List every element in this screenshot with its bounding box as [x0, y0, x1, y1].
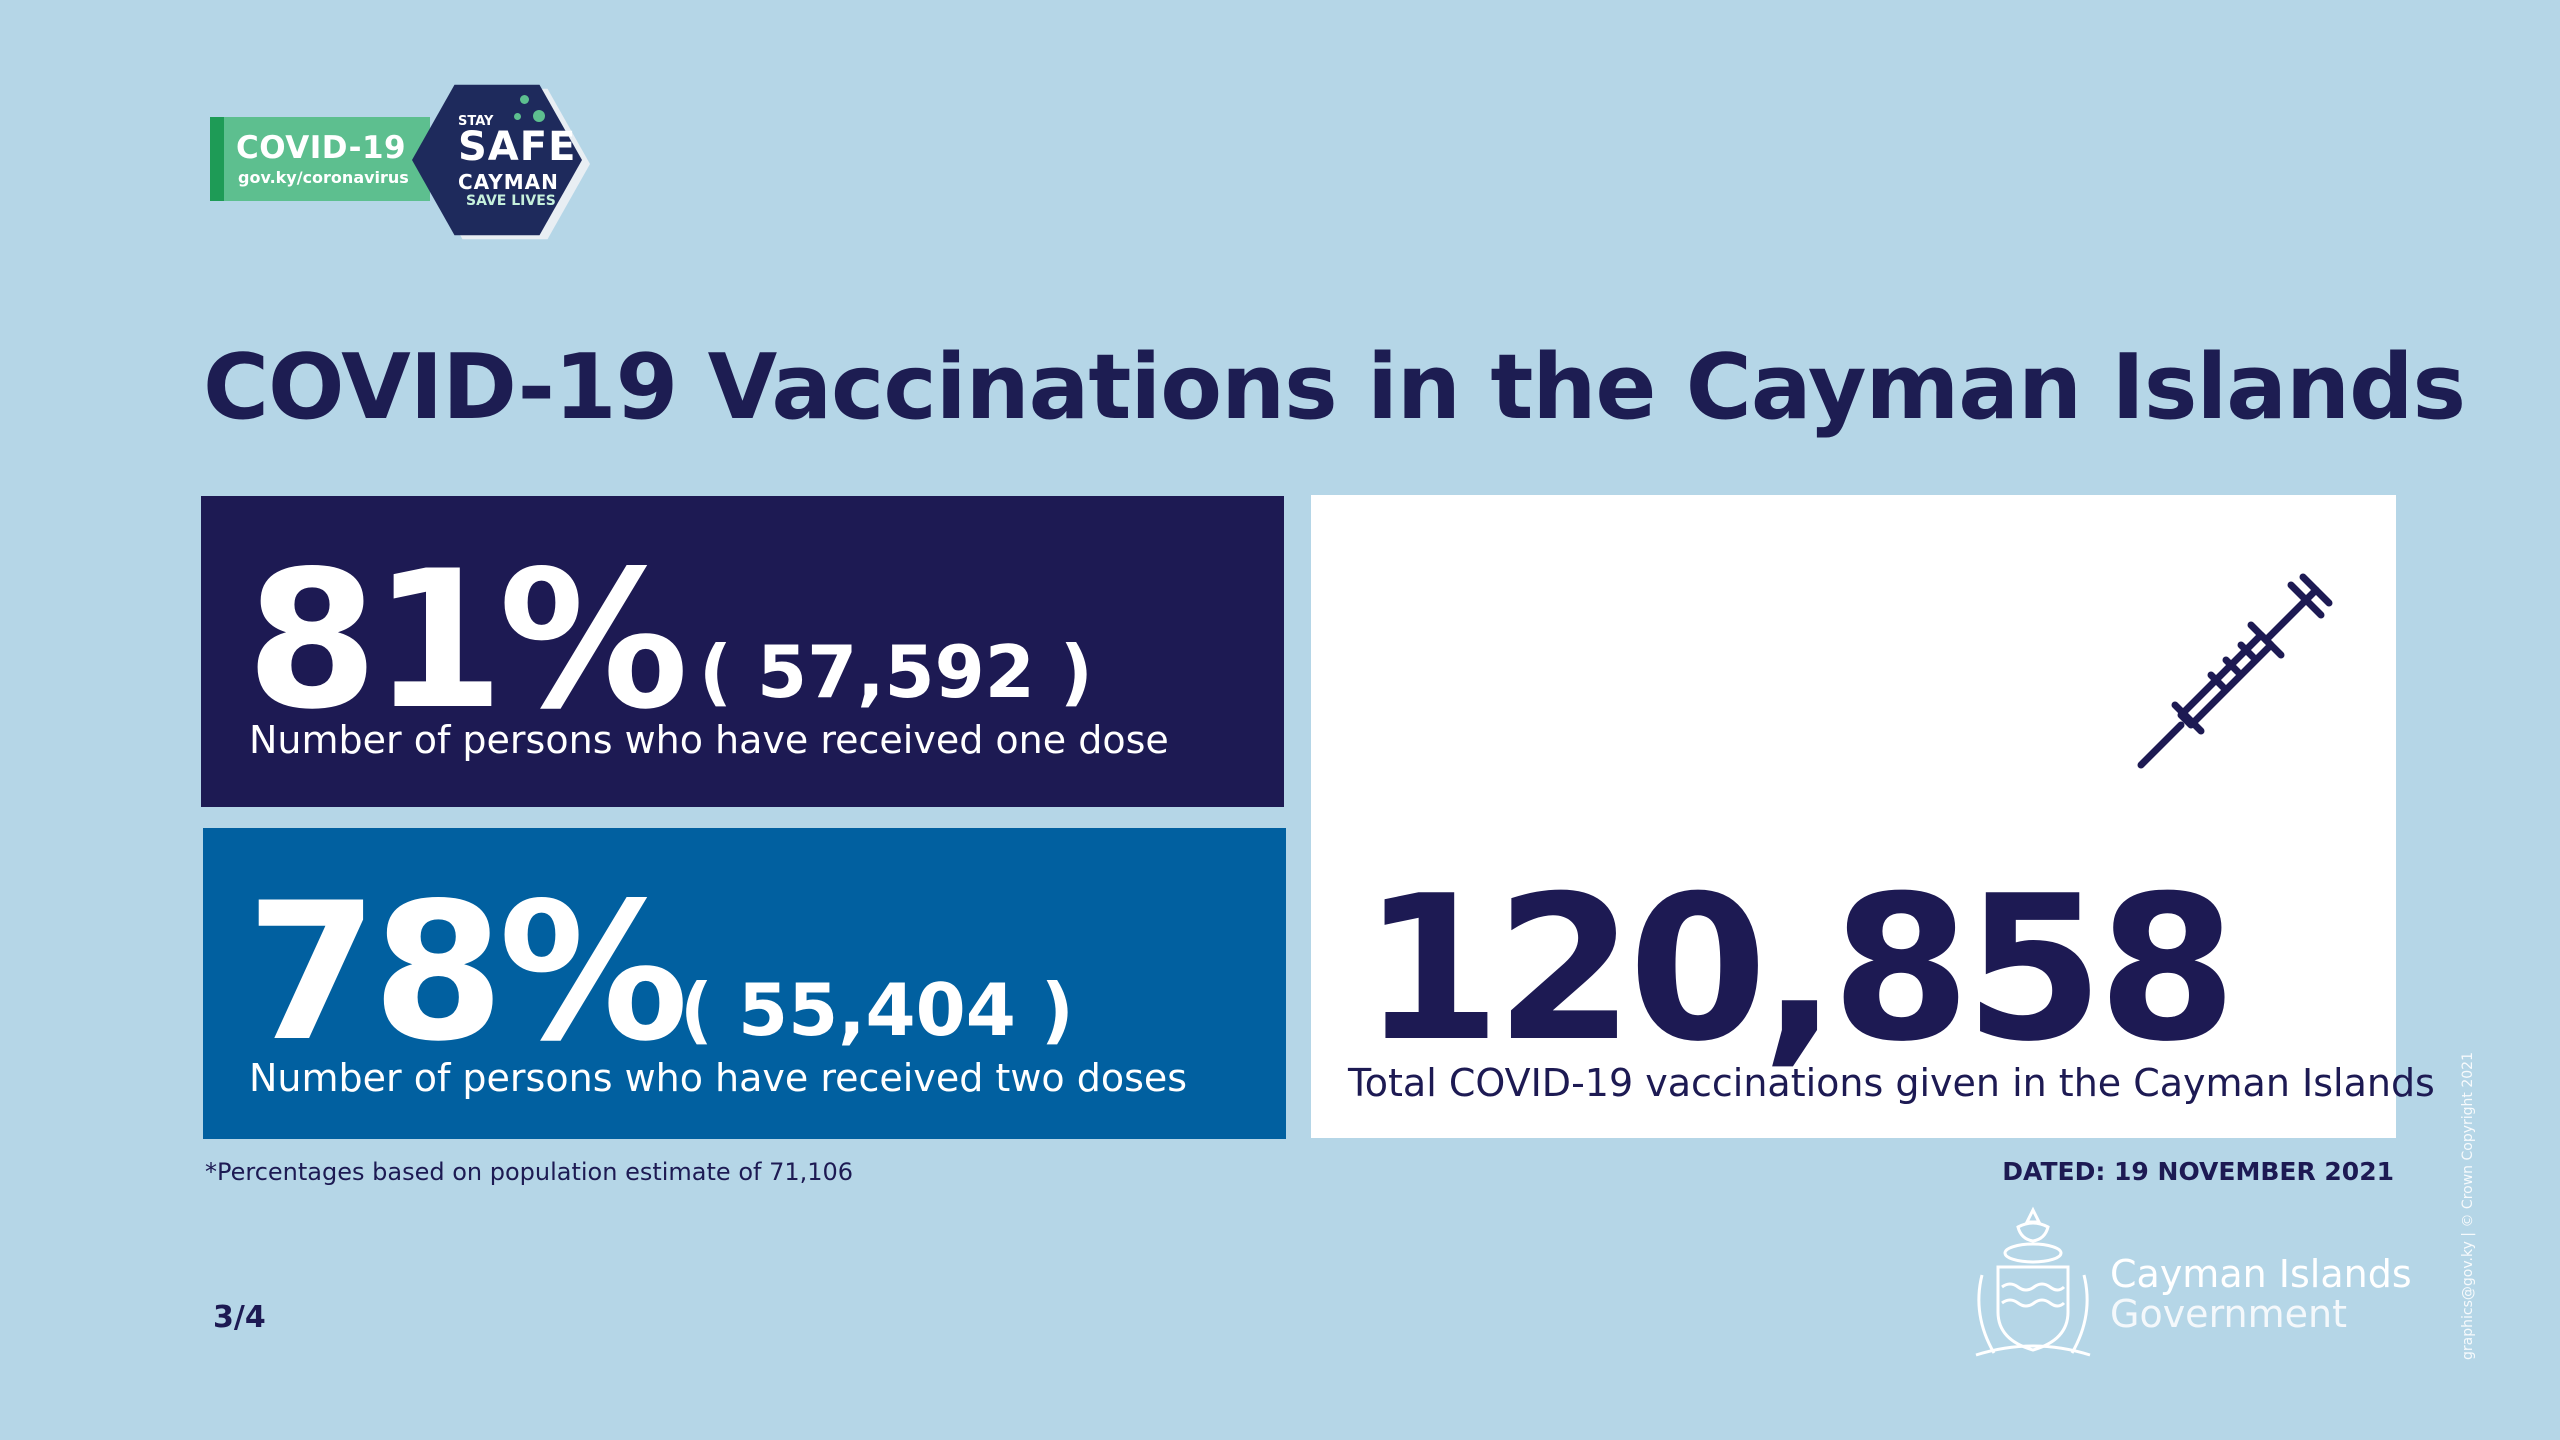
badge-safe: SAFE — [458, 124, 577, 170]
government-wordmark: Cayman Islands Government — [2110, 1252, 2412, 1336]
government-name-line2: Government — [2110, 1291, 2347, 1336]
badge-cayman: CAYMAN — [458, 170, 559, 194]
two-doses-description: Number of persons who have received two … — [249, 1056, 1188, 1100]
dated-label: DATED: 19 NOVEMBER 2021 — [2002, 1157, 2394, 1186]
one-dose-count: ( 57,592 ) — [699, 630, 1093, 714]
badge-save-lives: SAVE LIVES — [466, 193, 556, 209]
badge-stay: STAY — [458, 114, 494, 129]
syringe-icon — [2137, 573, 2333, 769]
two-doses-panel: 78% ( 55,404 ) Number of persons who hav… — [203, 828, 1286, 1139]
covid-badge-banner — [210, 117, 430, 201]
copyright-notice: graphics@gov.ky | © Crown Copyright 2021 — [2460, 1052, 2476, 1360]
page-indicator: 3/4 — [213, 1300, 266, 1335]
badge-url: gov.ky/coronavirus — [238, 168, 409, 187]
total-vaccinations-value: 120,858 — [1362, 853, 2237, 1086]
badge-dot — [514, 113, 521, 120]
badge-dot — [520, 95, 529, 104]
one-dose-panel: 81% ( 57,592 ) Number of persons who hav… — [201, 496, 1284, 807]
total-vaccinations-panel: 120,858 Total COVID-19 vaccinations give… — [1311, 495, 2435, 1138]
population-footnote: *Percentages based on population estimat… — [205, 1158, 854, 1186]
badge-dot — [533, 110, 545, 122]
one-dose-description: Number of persons who have received one … — [249, 718, 1169, 762]
page-title: COVID-19 Vaccinations in the Cayman Isla… — [203, 335, 2466, 440]
stay-safe-text: STAY SAFE CAYMAN SAVE LIVES — [458, 80, 578, 240]
badge-covid-label: COVID-19 — [236, 130, 407, 166]
government-name-line1: Cayman Islands — [2110, 1252, 2412, 1296]
two-doses-percent: 78% — [246, 862, 689, 1083]
coat-of-arms-icon — [1975, 1206, 2091, 1357]
two-doses-count: ( 55,404 ) — [680, 968, 1074, 1052]
total-vaccinations-description: Total COVID-19 vaccinations given in the… — [1348, 1061, 2435, 1105]
one-dose-percent: 81% — [246, 530, 689, 751]
covid-badge: COVID-19 gov.ky/coronavirus STAY SAFE CA… — [210, 80, 600, 245]
